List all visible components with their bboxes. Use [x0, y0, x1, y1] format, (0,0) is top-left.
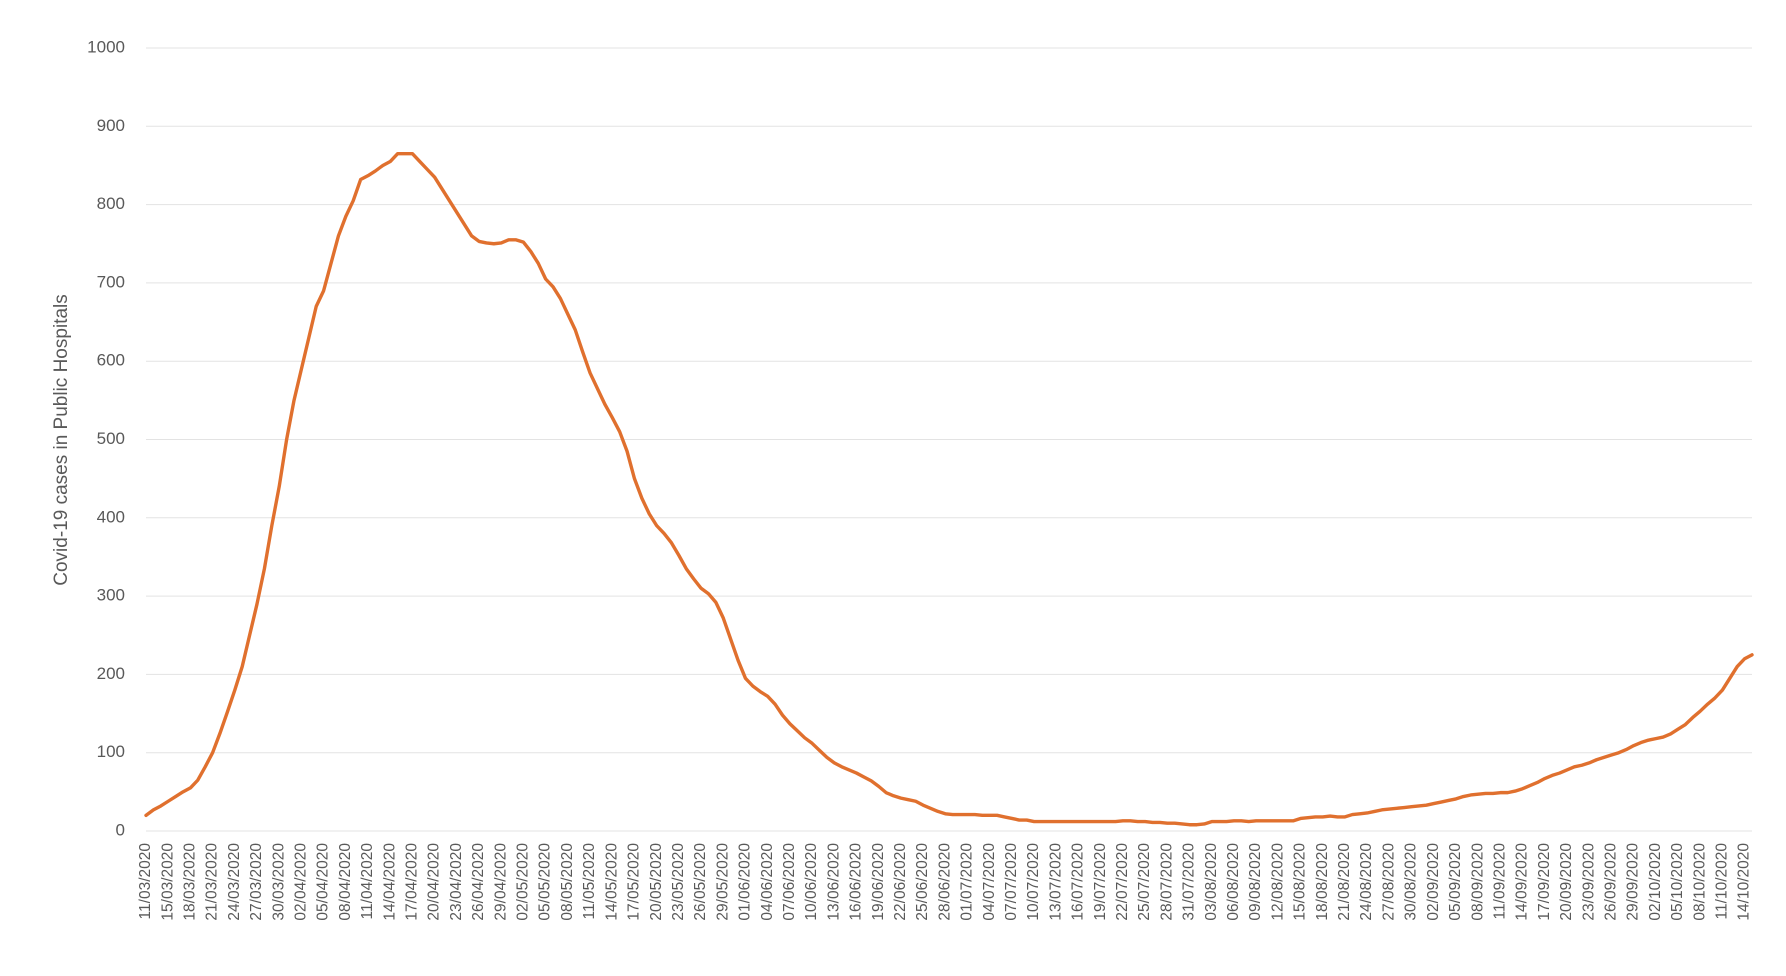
- x-tick-label: 19/06/2020: [870, 843, 887, 921]
- x-tick-label: 08/10/2020: [1691, 843, 1708, 921]
- x-tick-label: 16/06/2020: [848, 843, 865, 921]
- x-tick-label: 19/07/2020: [1092, 843, 1109, 921]
- x-tick-label: 05/09/2020: [1447, 843, 1464, 921]
- x-tick-label: 23/09/2020: [1580, 843, 1597, 921]
- y-tick-label: 500: [97, 429, 125, 448]
- x-tick-label: 08/05/2020: [559, 843, 576, 921]
- x-tick-label: 13/07/2020: [1047, 843, 1064, 921]
- x-tick-label: 05/10/2020: [1669, 843, 1686, 921]
- y-axis-title: Covid-19 cases in Public Hospitals: [51, 294, 72, 585]
- x-tick-label: 05/05/2020: [537, 843, 554, 921]
- x-tick-label: 02/09/2020: [1425, 843, 1442, 921]
- x-tick-label: 15/08/2020: [1292, 843, 1309, 921]
- x-tick-label: 23/05/2020: [670, 843, 687, 921]
- x-tick-label: 12/08/2020: [1269, 843, 1286, 921]
- y-tick-label: 0: [116, 820, 125, 839]
- y-tick-label: 200: [97, 664, 125, 683]
- x-tick-label: 17/05/2020: [626, 843, 643, 921]
- x-tick-label: 23/04/2020: [448, 843, 465, 921]
- x-tick-label: 20/04/2020: [426, 843, 443, 921]
- x-tick-label: 07/07/2020: [1003, 843, 1020, 921]
- x-tick-label: 06/08/2020: [1225, 843, 1242, 921]
- y-tick-label: 1000: [87, 37, 125, 56]
- x-tick-label: 22/06/2020: [892, 843, 909, 921]
- x-tick-label: 29/09/2020: [1625, 843, 1642, 921]
- y-tick-label: 300: [97, 586, 125, 605]
- x-tick-label: 05/04/2020: [315, 843, 332, 921]
- x-tick-label: 27/03/2020: [248, 843, 265, 921]
- x-tick-label: 11/10/2020: [1713, 843, 1730, 920]
- x-tick-label: 31/07/2020: [1181, 843, 1198, 921]
- x-tick-label: 13/06/2020: [825, 843, 842, 921]
- x-tick-label: 29/05/2020: [714, 843, 731, 921]
- x-tick-label: 09/08/2020: [1247, 843, 1264, 921]
- x-tick-label: 04/07/2020: [981, 843, 998, 921]
- x-tick-label: 26/05/2020: [692, 843, 709, 921]
- x-tick-label: 04/06/2020: [759, 843, 776, 921]
- x-tick-label: 28/07/2020: [1158, 843, 1175, 921]
- x-tick-label: 25/07/2020: [1136, 843, 1153, 921]
- x-tick-label: 08/04/2020: [337, 843, 354, 921]
- x-tick-label: 30/08/2020: [1403, 843, 1420, 921]
- y-tick-label: 800: [97, 194, 125, 213]
- x-tick-label: 20/05/2020: [648, 843, 665, 921]
- data-line: [144, 152, 1754, 827]
- x-tick-label: 24/03/2020: [226, 843, 243, 921]
- x-tick-label: 08/09/2020: [1469, 843, 1486, 921]
- x-tick-label: 02/05/2020: [515, 843, 532, 921]
- x-tick-label: 21/08/2020: [1336, 843, 1353, 921]
- x-tick-label: 11/04/2020: [359, 843, 376, 920]
- x-tick-label: 02/10/2020: [1647, 843, 1664, 921]
- x-tick-label: 28/06/2020: [936, 843, 953, 921]
- x-tick-label: 02/04/2020: [293, 843, 310, 921]
- y-tick-label: 900: [97, 116, 125, 135]
- x-tick-label: 20/09/2020: [1558, 843, 1575, 921]
- x-tick-label: 15/03/2020: [159, 843, 176, 921]
- x-tick-label: 17/09/2020: [1536, 843, 1553, 921]
- x-tick-label: 18/03/2020: [181, 843, 198, 921]
- x-tick-label: 14/10/2020: [1736, 843, 1753, 921]
- x-tick-label: 26/09/2020: [1602, 843, 1619, 921]
- x-tick-label: 10/07/2020: [1025, 843, 1042, 921]
- x-tick-label: 07/06/2020: [781, 843, 798, 921]
- x-tick-label: 14/09/2020: [1514, 843, 1531, 921]
- x-tick-label: 17/04/2020: [404, 843, 421, 921]
- x-tick-label: 21/03/2020: [204, 843, 221, 921]
- y-tick-label: 400: [97, 507, 125, 526]
- x-tick-label: 26/04/2020: [470, 843, 487, 921]
- x-tick-label: 27/08/2020: [1380, 843, 1397, 921]
- x-tick-label: 01/07/2020: [959, 843, 976, 921]
- x-tick-label: 18/08/2020: [1314, 843, 1331, 921]
- x-tick-label: 22/07/2020: [1114, 843, 1131, 921]
- x-tick-label: 30/03/2020: [270, 843, 287, 921]
- x-tick-label: 16/07/2020: [1070, 843, 1087, 921]
- x-tick-label: 01/06/2020: [737, 843, 754, 921]
- x-tick-label: 03/08/2020: [1203, 843, 1220, 921]
- y-tick-label: 700: [97, 272, 125, 291]
- y-tick-label: 600: [97, 351, 125, 370]
- x-tick-label: 14/05/2020: [603, 843, 620, 921]
- x-tick-label: 29/04/2020: [492, 843, 509, 921]
- x-tick-label: 24/08/2020: [1358, 843, 1375, 921]
- x-tick-label: 11/03/2020: [137, 843, 154, 920]
- x-tick-label: 25/06/2020: [914, 843, 931, 921]
- x-tick-label: 10/06/2020: [803, 843, 820, 921]
- y-tick-label: 100: [97, 742, 125, 761]
- x-tick-label: 14/04/2020: [381, 843, 398, 921]
- x-tick-label: 11/09/2020: [1491, 843, 1508, 920]
- x-tick-label: 11/05/2020: [581, 843, 598, 920]
